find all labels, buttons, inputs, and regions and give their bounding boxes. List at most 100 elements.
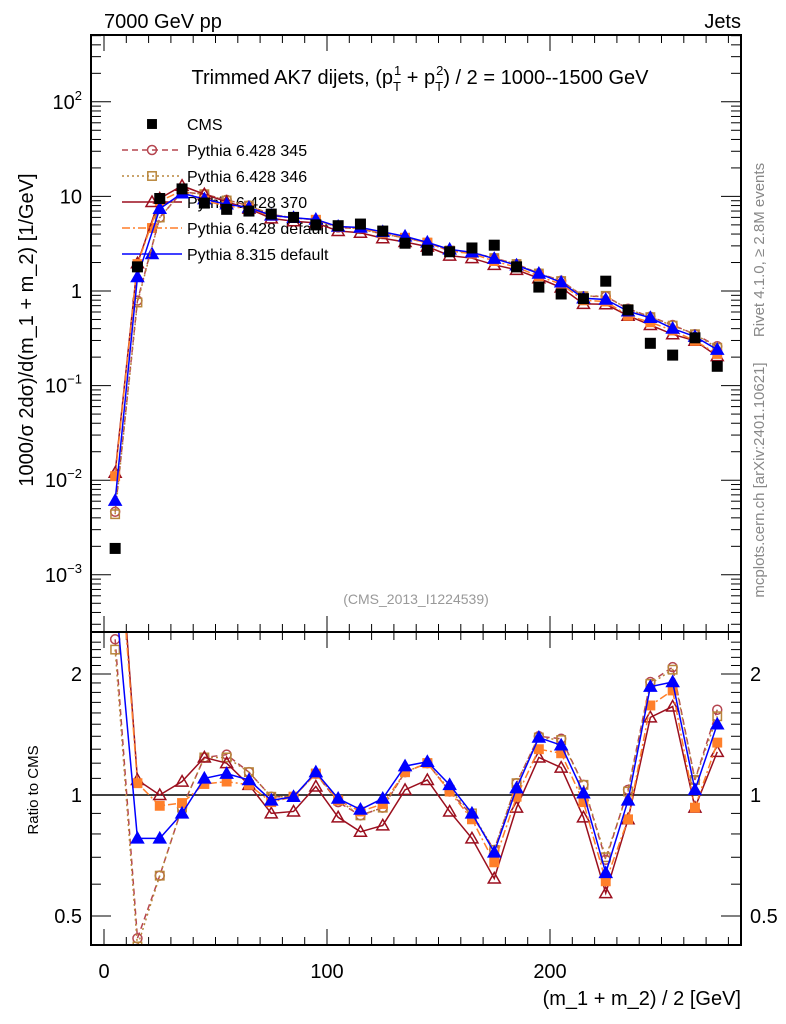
ratio-point-pythia-6-428-default [712, 737, 723, 748]
point-cms [221, 203, 233, 215]
ratio-point-pythia-8-315-default [241, 772, 257, 786]
rivet-version-label: Rivet 4.1.0, ≥ 2.8M events [751, 163, 768, 337]
ratio-point-pythia-6-428-346 [110, 644, 121, 655]
point-pythia-8-315-default [643, 310, 658, 324]
point-cms [243, 205, 255, 217]
ratio-point-pythia-6-428-345 [712, 704, 723, 715]
ratio-point-pythia-6-428-default [623, 814, 633, 825]
x-tick-label: 200 [533, 961, 566, 983]
ratio-y-tick-label: 1 [71, 785, 82, 807]
point-pythia-6-428-346 [110, 509, 121, 520]
ratio-point-pythia-6-428-default [132, 778, 143, 789]
ratio-point-pythia-6-428-370 [643, 709, 658, 723]
ratio-point-pythia-6-428-346 [154, 870, 165, 881]
ratio-point-pythia-6-428-346 [132, 941, 143, 945]
legend-label-pythia-6-428-default: Pythia 6.428 default [187, 221, 329, 238]
ratio-point-pythia-8-315-default [375, 791, 391, 804]
ratio-point-pythia-6-428-370 [553, 760, 569, 773]
ratio-line-pythia-8-315-default [118, 632, 718, 876]
ratio-point-pythia-6-428-370 [598, 885, 614, 899]
ratio-point-pythia-8-315-default [643, 679, 658, 692]
point-cms [622, 304, 634, 316]
ratio-point-pythia-6-428-370 [286, 803, 301, 817]
point-cms [109, 542, 121, 554]
ratio-point-pythia-8-315-default [308, 764, 324, 778]
ratio-point-pythia-8-315-default [486, 844, 502, 858]
x-tick-label: 0 [98, 961, 109, 983]
point-pythia-8-315-default [598, 292, 614, 305]
ratio-point-pythia-8-315-default [598, 865, 614, 879]
ratio-y-tick-label-right: 0.5 [750, 906, 778, 928]
x-axis-label: (m_1 + m_2) / 2 [GeV] [543, 988, 741, 1010]
ratio-point-pythia-6-428-370 [442, 803, 457, 817]
series-line-pythia-8-315-default [114, 192, 718, 501]
ratio-point-pythia-8-315-default [174, 805, 190, 819]
ratio-point-pythia-6-428-370 [576, 809, 591, 823]
legend-label-pythia-8-315-default: Pythia 8.315 default [187, 247, 329, 264]
ratio-point-pythia-8-315-default [509, 780, 524, 794]
ratio-point-pythia-6-428-default [489, 857, 500, 868]
point-pythia-8-315-default [107, 493, 123, 506]
header-category: Jets [704, 11, 741, 33]
point-cms [265, 208, 277, 220]
ratio-point-pythia-6-428-default [600, 876, 611, 887]
ratio-point-pythia-6-428-370 [420, 772, 435, 786]
y-tick-label: 1 [71, 281, 82, 303]
plot-title: Trimmed AK7 dijets, (pT1 + pT2) / 2 = 10… [192, 63, 650, 94]
point-cms [644, 337, 656, 349]
legend-marker-pythia-6-428-346 [147, 171, 157, 181]
ratio-y-axis-label: Ratio to CMS [25, 745, 42, 834]
ratio-point-pythia-8-315-default [353, 802, 368, 815]
ratio-point-pythia-8-315-default [130, 830, 145, 844]
series-line-pythia-6-428-370 [114, 184, 718, 473]
point-pythia-8-315-default [152, 201, 168, 214]
legend-label-pythia-6-428-345: Pythia 6.428 345 [187, 143, 307, 160]
ratio-point-pythia-6-428-370 [152, 787, 168, 801]
point-pythia-8-315-default [531, 266, 547, 279]
ratio-line-pythia-6-428-370 [125, 632, 718, 896]
ratio-point-pythia-8-315-default [464, 805, 480, 819]
ratio-point-pythia-8-315-default [109, 586, 121, 597]
ratio-line-pythia-6-428-346 [114, 649, 718, 945]
point-pythia-8-315-default [709, 342, 725, 355]
ratio-point-pythia-8-315-default [531, 730, 547, 743]
axes: 0 100 200 102 10 1 10−1 10−2 10−3 2 2 1 1 0.5 0.5 [45, 35, 778, 983]
y-tick-label: 10−3 [45, 561, 82, 587]
ratio-point-pythia-8-315-default [442, 777, 457, 791]
legend-marker-pythia-6-428-345 [146, 144, 158, 156]
ratio-point-pythia-6-428-370 [353, 824, 368, 838]
ratio-point-pythia-8-315-default [397, 758, 413, 772]
ratio-point-pythia-8-315-default [197, 770, 212, 784]
ratio-point-pythia-8-315-default [620, 792, 636, 806]
point-cms [533, 281, 545, 293]
ratio-point-pythia-6-428-370 [330, 809, 346, 823]
ratio-point-pythia-8-315-default [665, 674, 680, 688]
y-axis-label: 1000/σ 2dσ)/d(m_1 + m_2) [1/GeV] [16, 173, 38, 486]
ratio-point-pythia-6-428-346 [221, 752, 232, 763]
point-cms [421, 244, 433, 256]
ratio-point-pythia-8-315-default [263, 792, 279, 806]
ratio-y-tick-label-right: 2 [750, 664, 761, 686]
point-cms [354, 218, 366, 230]
ratio-point-pythia-6-428-default [154, 800, 165, 811]
point-cms [577, 293, 589, 305]
y-tick-label: 10−2 [45, 466, 82, 492]
ratio-point-pythia-8-315-default [152, 830, 168, 844]
point-pythia-6-428-default [110, 471, 121, 482]
point-cms [689, 332, 701, 344]
y-tick-label: 102 [53, 88, 82, 114]
point-cms [600, 275, 612, 287]
x-tick-label: 100 [310, 961, 343, 983]
y-tick-label: 10−1 [45, 372, 82, 398]
legend-label-cms: CMS [187, 117, 223, 134]
ratio-point-pythia-6-428-370 [308, 778, 324, 792]
point-cms [511, 261, 523, 273]
point-cms [399, 237, 411, 249]
point-cms [154, 193, 166, 205]
y-tick-label: 10 [60, 186, 82, 208]
point-cms [444, 246, 456, 258]
ratio-point-pythia-8-315-default [576, 785, 591, 799]
ratio-point-pythia-6-428-370 [174, 774, 190, 787]
ratio-point-pythia-6-428-default [690, 802, 700, 813]
